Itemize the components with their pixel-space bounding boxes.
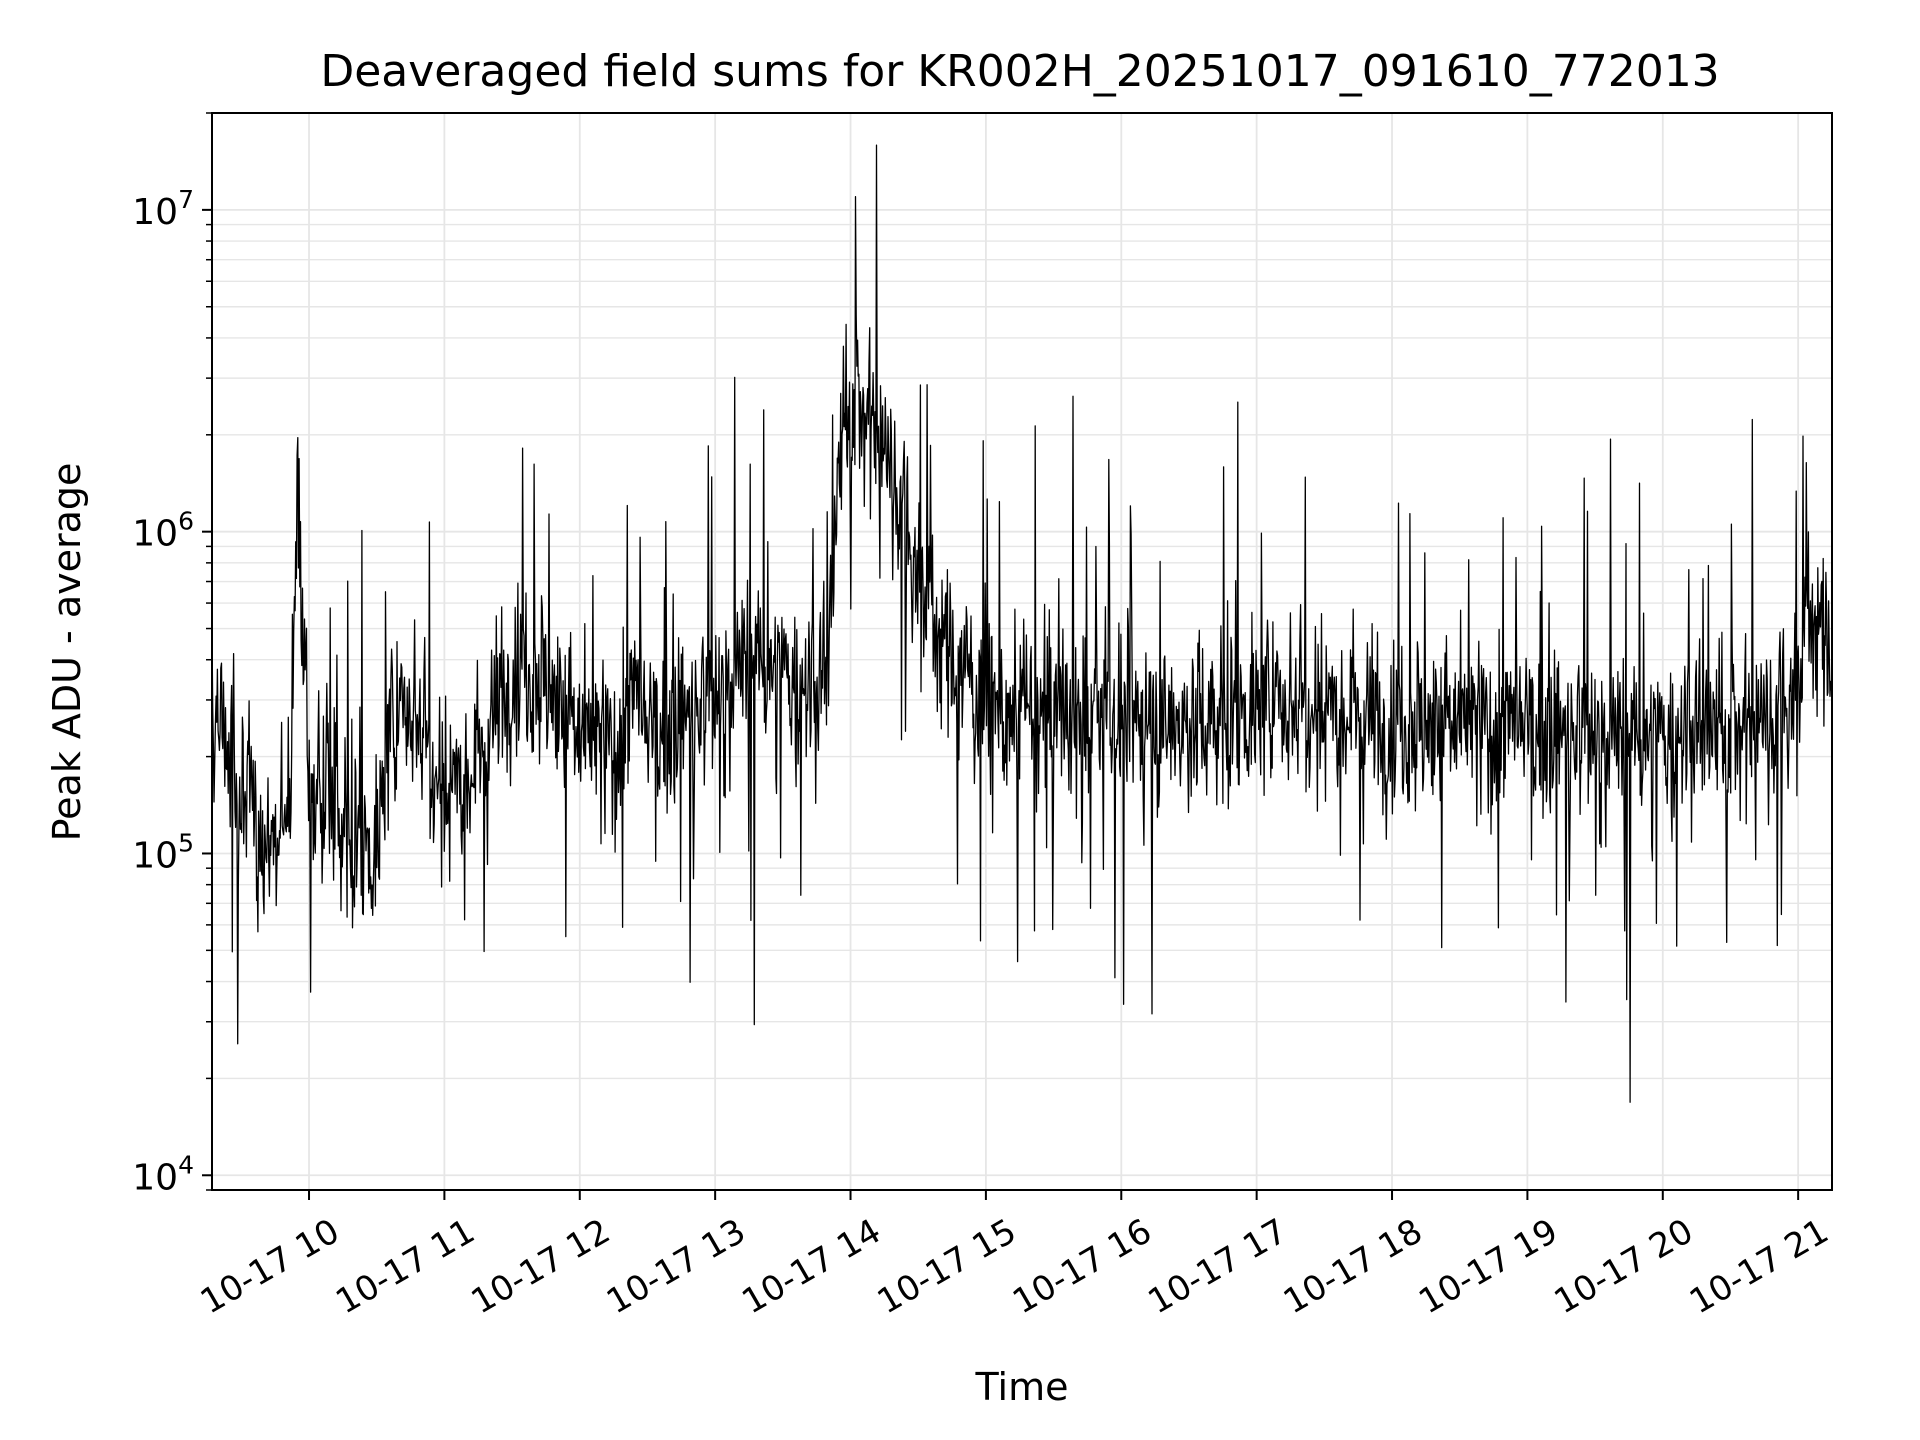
x-axis-label: Time xyxy=(975,1365,1069,1409)
chart-title: Deaveraged field sums for KR002H_2025101… xyxy=(320,46,1719,97)
grid xyxy=(212,112,1832,1191)
y-tick-label: 106 xyxy=(132,507,194,555)
series-line xyxy=(211,144,1833,1103)
y-tick-label: 107 xyxy=(132,185,194,233)
y-tick-label: 104 xyxy=(132,1150,194,1198)
y-tick-label: 105 xyxy=(132,828,194,876)
plot-frame xyxy=(211,112,1833,1191)
y-axis-label: Peak ADU - average xyxy=(45,463,89,842)
y-axis: 104 105 106 107 xyxy=(132,112,212,1198)
